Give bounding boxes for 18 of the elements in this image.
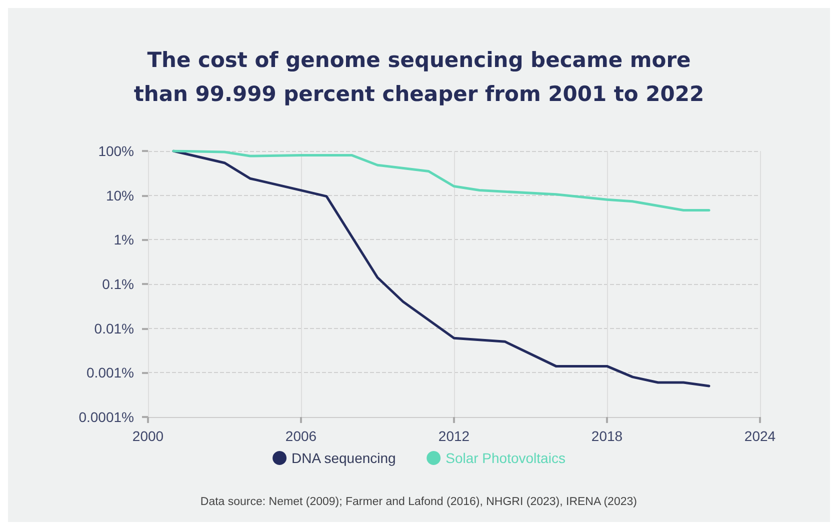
x-tick-label: 2024: [744, 428, 776, 444]
y-tick-label: 0.001%: [86, 364, 134, 381]
x-tick-label: 2000: [132, 428, 164, 444]
x-tick-label: 2018: [591, 428, 623, 444]
source-note: Data source: Nemet (2009); Farmer and Lafond (2016), NHGRI (2023), IRENA (2023): [200, 496, 638, 508]
line-series: [172, 150, 710, 212]
line-series: [172, 150, 710, 388]
y-tick-label: 100%: [98, 143, 134, 159]
y-tick-label: 0.1%: [102, 276, 134, 292]
legend-label: DNA sequencing: [292, 450, 396, 466]
chart-title: The cost of genome sequencing became more than 99.999 percent cheaper from 2001 to 2022: [134, 48, 704, 106]
y-tick-label: 0.0001%: [78, 409, 134, 425]
y-tick-label: 10%: [106, 187, 134, 204]
x-tick-label: 2006: [285, 428, 317, 444]
x-tick-label: 2012: [438, 428, 470, 444]
y-tick-label: 1%: [114, 232, 134, 248]
y-tick-label: 0.01%: [94, 320, 134, 336]
legend-label: Solar Photovoltaics: [446, 450, 566, 466]
